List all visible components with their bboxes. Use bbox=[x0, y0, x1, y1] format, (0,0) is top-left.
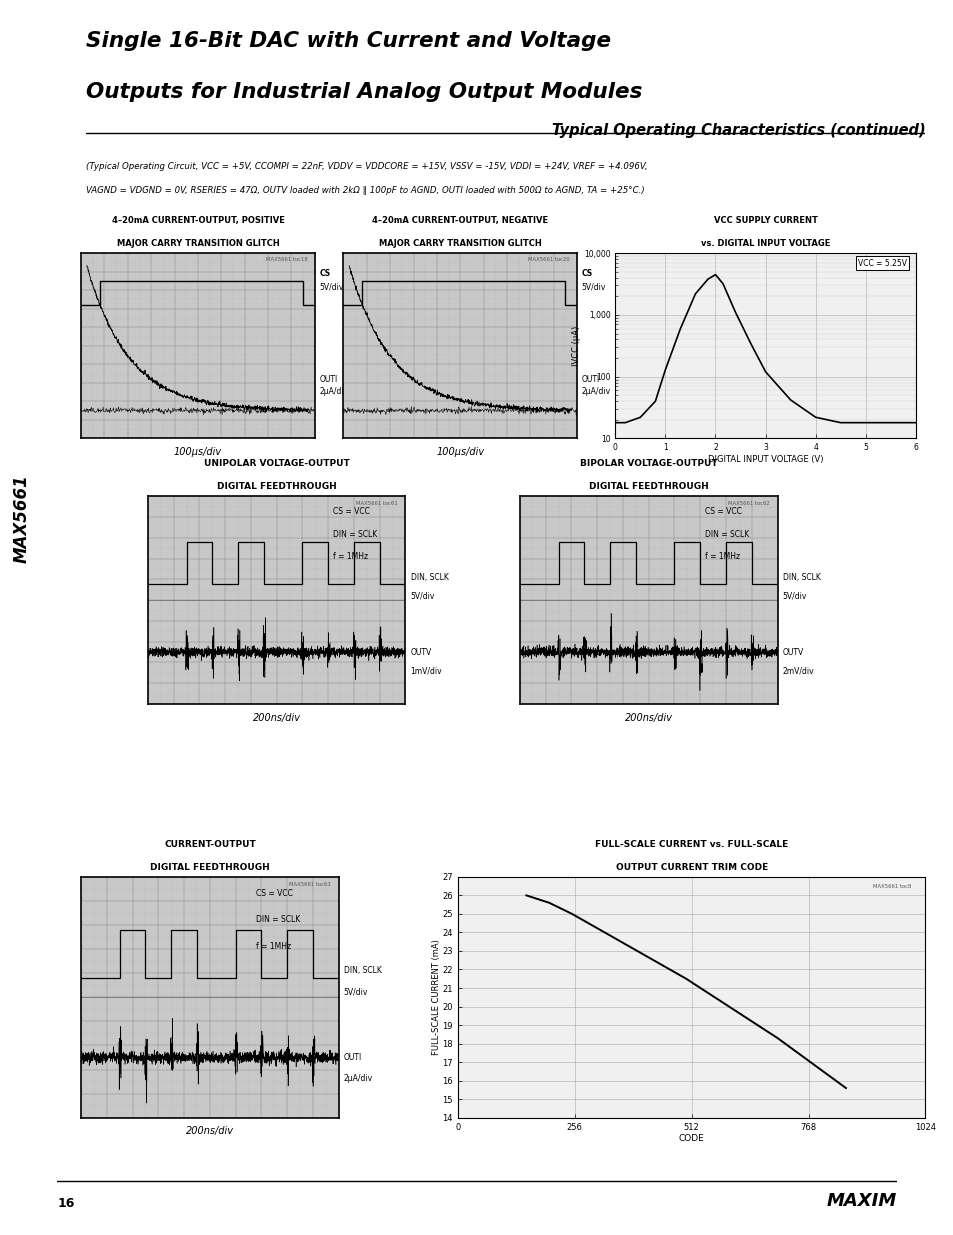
Text: 5V/div: 5V/div bbox=[343, 988, 368, 997]
Text: 1mV/div: 1mV/div bbox=[410, 667, 442, 676]
Text: 16: 16 bbox=[57, 1197, 74, 1210]
Text: OUTI: OUTI bbox=[343, 1052, 362, 1062]
Text: vs. DIGITAL INPUT VOLTAGE: vs. DIGITAL INPUT VOLTAGE bbox=[700, 240, 829, 248]
Text: OUTI: OUTI bbox=[581, 374, 599, 384]
Text: DIN, SCLK: DIN, SCLK bbox=[781, 573, 820, 582]
Text: (Typical Operating Circuit, VCC = +5V, CCOMPI = 22nF, VDDV = VDDCORE = +15V, VSS: (Typical Operating Circuit, VCC = +5V, C… bbox=[86, 162, 647, 170]
Text: CS: CS bbox=[319, 269, 331, 278]
Text: CS = VCC: CS = VCC bbox=[704, 506, 741, 516]
Text: 2μA/div: 2μA/div bbox=[319, 387, 348, 395]
Text: OUTV: OUTV bbox=[410, 648, 432, 657]
Text: MAX5661 toc61: MAX5661 toc61 bbox=[355, 500, 397, 505]
Text: VCC = 5.25V: VCC = 5.25V bbox=[857, 259, 906, 268]
Text: 2mV/div: 2mV/div bbox=[781, 667, 814, 676]
Text: DIN = SCLK: DIN = SCLK bbox=[704, 530, 749, 538]
Text: 100μs/div: 100μs/div bbox=[436, 447, 484, 457]
Text: VCC SUPPLY CURRENT: VCC SUPPLY CURRENT bbox=[713, 216, 817, 225]
Text: 5V/div: 5V/div bbox=[581, 283, 605, 291]
Text: OUTV: OUTV bbox=[781, 648, 803, 657]
Text: MAJOR CARRY TRANSITION GLITCH: MAJOR CARRY TRANSITION GLITCH bbox=[378, 240, 541, 248]
Text: Single 16-Bit DAC with Current and Voltage: Single 16-Bit DAC with Current and Volta… bbox=[86, 31, 610, 51]
Text: CURRENT-OUTPUT: CURRENT-OUTPUT bbox=[164, 840, 255, 848]
Text: OUTPUT CURRENT TRIM CODE: OUTPUT CURRENT TRIM CODE bbox=[615, 863, 767, 872]
Text: MAX5661 toc63: MAX5661 toc63 bbox=[289, 882, 331, 887]
Text: Typical Operating Characteristics (continued): Typical Operating Characteristics (conti… bbox=[551, 124, 924, 138]
Text: DIN, SCLK: DIN, SCLK bbox=[343, 966, 381, 974]
Text: 100μs/div: 100μs/div bbox=[173, 447, 222, 457]
Text: BIPOLAR VOLTAGE-OUTPUT: BIPOLAR VOLTAGE-OUTPUT bbox=[579, 459, 717, 468]
Text: DIN = SCLK: DIN = SCLK bbox=[333, 530, 377, 538]
Text: 200ns/div: 200ns/div bbox=[624, 713, 672, 722]
Text: Outputs for Industrial Analog Output Modules: Outputs for Industrial Analog Output Mod… bbox=[86, 82, 641, 101]
Text: DIGITAL FEEDTHROUGH: DIGITAL FEEDTHROUGH bbox=[588, 483, 708, 492]
Text: FULL-SCALE CURRENT vs. FULL-SCALE: FULL-SCALE CURRENT vs. FULL-SCALE bbox=[595, 840, 787, 848]
Text: f = 1MHz: f = 1MHz bbox=[256, 942, 291, 951]
Text: f = 1MHz: f = 1MHz bbox=[333, 552, 368, 562]
Text: 200ns/div: 200ns/div bbox=[186, 1126, 233, 1136]
Text: 4–20mA CURRENT-OUTPUT, NEGATIVE: 4–20mA CURRENT-OUTPUT, NEGATIVE bbox=[372, 216, 548, 225]
Text: MAX5661 toc62: MAX5661 toc62 bbox=[727, 500, 769, 505]
X-axis label: CODE: CODE bbox=[679, 1134, 703, 1144]
Text: MAX5661: MAX5661 bbox=[12, 474, 30, 563]
Text: MAJOR CARRY TRANSITION GLITCH: MAJOR CARRY TRANSITION GLITCH bbox=[116, 240, 279, 248]
Text: 2μA/div: 2μA/div bbox=[581, 387, 610, 395]
Y-axis label: IVCC (μA): IVCC (μA) bbox=[572, 326, 580, 366]
Text: OUTI: OUTI bbox=[319, 374, 337, 384]
Text: 2μA/div: 2μA/div bbox=[343, 1074, 373, 1083]
Text: 200ns/div: 200ns/div bbox=[253, 713, 300, 722]
Text: DIN, SCLK: DIN, SCLK bbox=[410, 573, 448, 582]
Text: DIGITAL FEEDTHROUGH: DIGITAL FEEDTHROUGH bbox=[216, 483, 336, 492]
Text: MAXIM: MAXIM bbox=[825, 1192, 896, 1210]
Text: UNIPOLAR VOLTAGE-OUTPUT: UNIPOLAR VOLTAGE-OUTPUT bbox=[204, 459, 349, 468]
Text: CS: CS bbox=[581, 269, 593, 278]
Text: CS = VCC: CS = VCC bbox=[256, 889, 293, 898]
Text: DIGITAL FEEDTHROUGH: DIGITAL FEEDTHROUGH bbox=[150, 863, 270, 872]
Text: 5V/div: 5V/div bbox=[781, 592, 806, 601]
Text: VAGND = VDGND = 0V, RSERIES = 47Ω, OUTV loaded with 2kΩ ‖ 100pF to AGND, OUTI lo: VAGND = VDGND = 0V, RSERIES = 47Ω, OUTV … bbox=[86, 186, 644, 195]
Text: CS = VCC: CS = VCC bbox=[333, 506, 370, 516]
Text: MAX5661 toc20: MAX5661 toc20 bbox=[528, 257, 570, 262]
X-axis label: DIGITAL INPUT VOLTAGE (V): DIGITAL INPUT VOLTAGE (V) bbox=[707, 454, 822, 464]
Text: 5V/div: 5V/div bbox=[319, 283, 343, 291]
Text: 5V/div: 5V/div bbox=[410, 592, 435, 601]
Text: f = 1MHz: f = 1MHz bbox=[704, 552, 740, 562]
Text: MAX5661 toc18: MAX5661 toc18 bbox=[266, 257, 308, 262]
Text: MAX5661 toc8: MAX5661 toc8 bbox=[872, 884, 910, 889]
Y-axis label: FULL-SCALE CURRENT (mA): FULL-SCALE CURRENT (mA) bbox=[432, 940, 440, 1055]
Text: 4–20mA CURRENT-OUTPUT, POSITIVE: 4–20mA CURRENT-OUTPUT, POSITIVE bbox=[112, 216, 284, 225]
Text: DIN = SCLK: DIN = SCLK bbox=[256, 915, 300, 924]
